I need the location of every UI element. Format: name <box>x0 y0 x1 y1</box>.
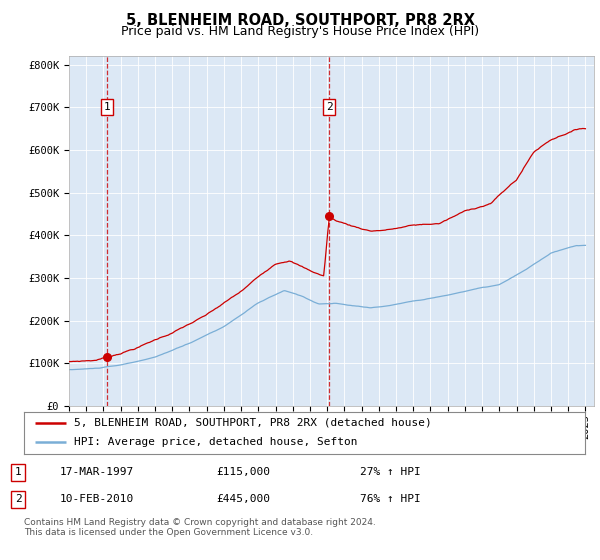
Text: 27% ↑ HPI: 27% ↑ HPI <box>360 467 421 477</box>
Text: Contains HM Land Registry data © Crown copyright and database right 2024.
This d: Contains HM Land Registry data © Crown c… <box>24 518 376 538</box>
Text: £445,000: £445,000 <box>216 494 270 505</box>
Text: 5, BLENHEIM ROAD, SOUTHPORT, PR8 2RX: 5, BLENHEIM ROAD, SOUTHPORT, PR8 2RX <box>125 13 475 29</box>
Text: 5, BLENHEIM ROAD, SOUTHPORT, PR8 2RX (detached house): 5, BLENHEIM ROAD, SOUTHPORT, PR8 2RX (de… <box>74 418 432 428</box>
Text: 76% ↑ HPI: 76% ↑ HPI <box>360 494 421 505</box>
Text: 17-MAR-1997: 17-MAR-1997 <box>60 467 134 477</box>
Text: 2: 2 <box>326 102 332 112</box>
Text: 2: 2 <box>14 494 22 505</box>
Text: Price paid vs. HM Land Registry's House Price Index (HPI): Price paid vs. HM Land Registry's House … <box>121 25 479 38</box>
Text: £115,000: £115,000 <box>216 467 270 477</box>
Text: 1: 1 <box>14 467 22 477</box>
Text: HPI: Average price, detached house, Sefton: HPI: Average price, detached house, Seft… <box>74 437 358 447</box>
Text: 10-FEB-2010: 10-FEB-2010 <box>60 494 134 505</box>
Text: 1: 1 <box>104 102 110 112</box>
